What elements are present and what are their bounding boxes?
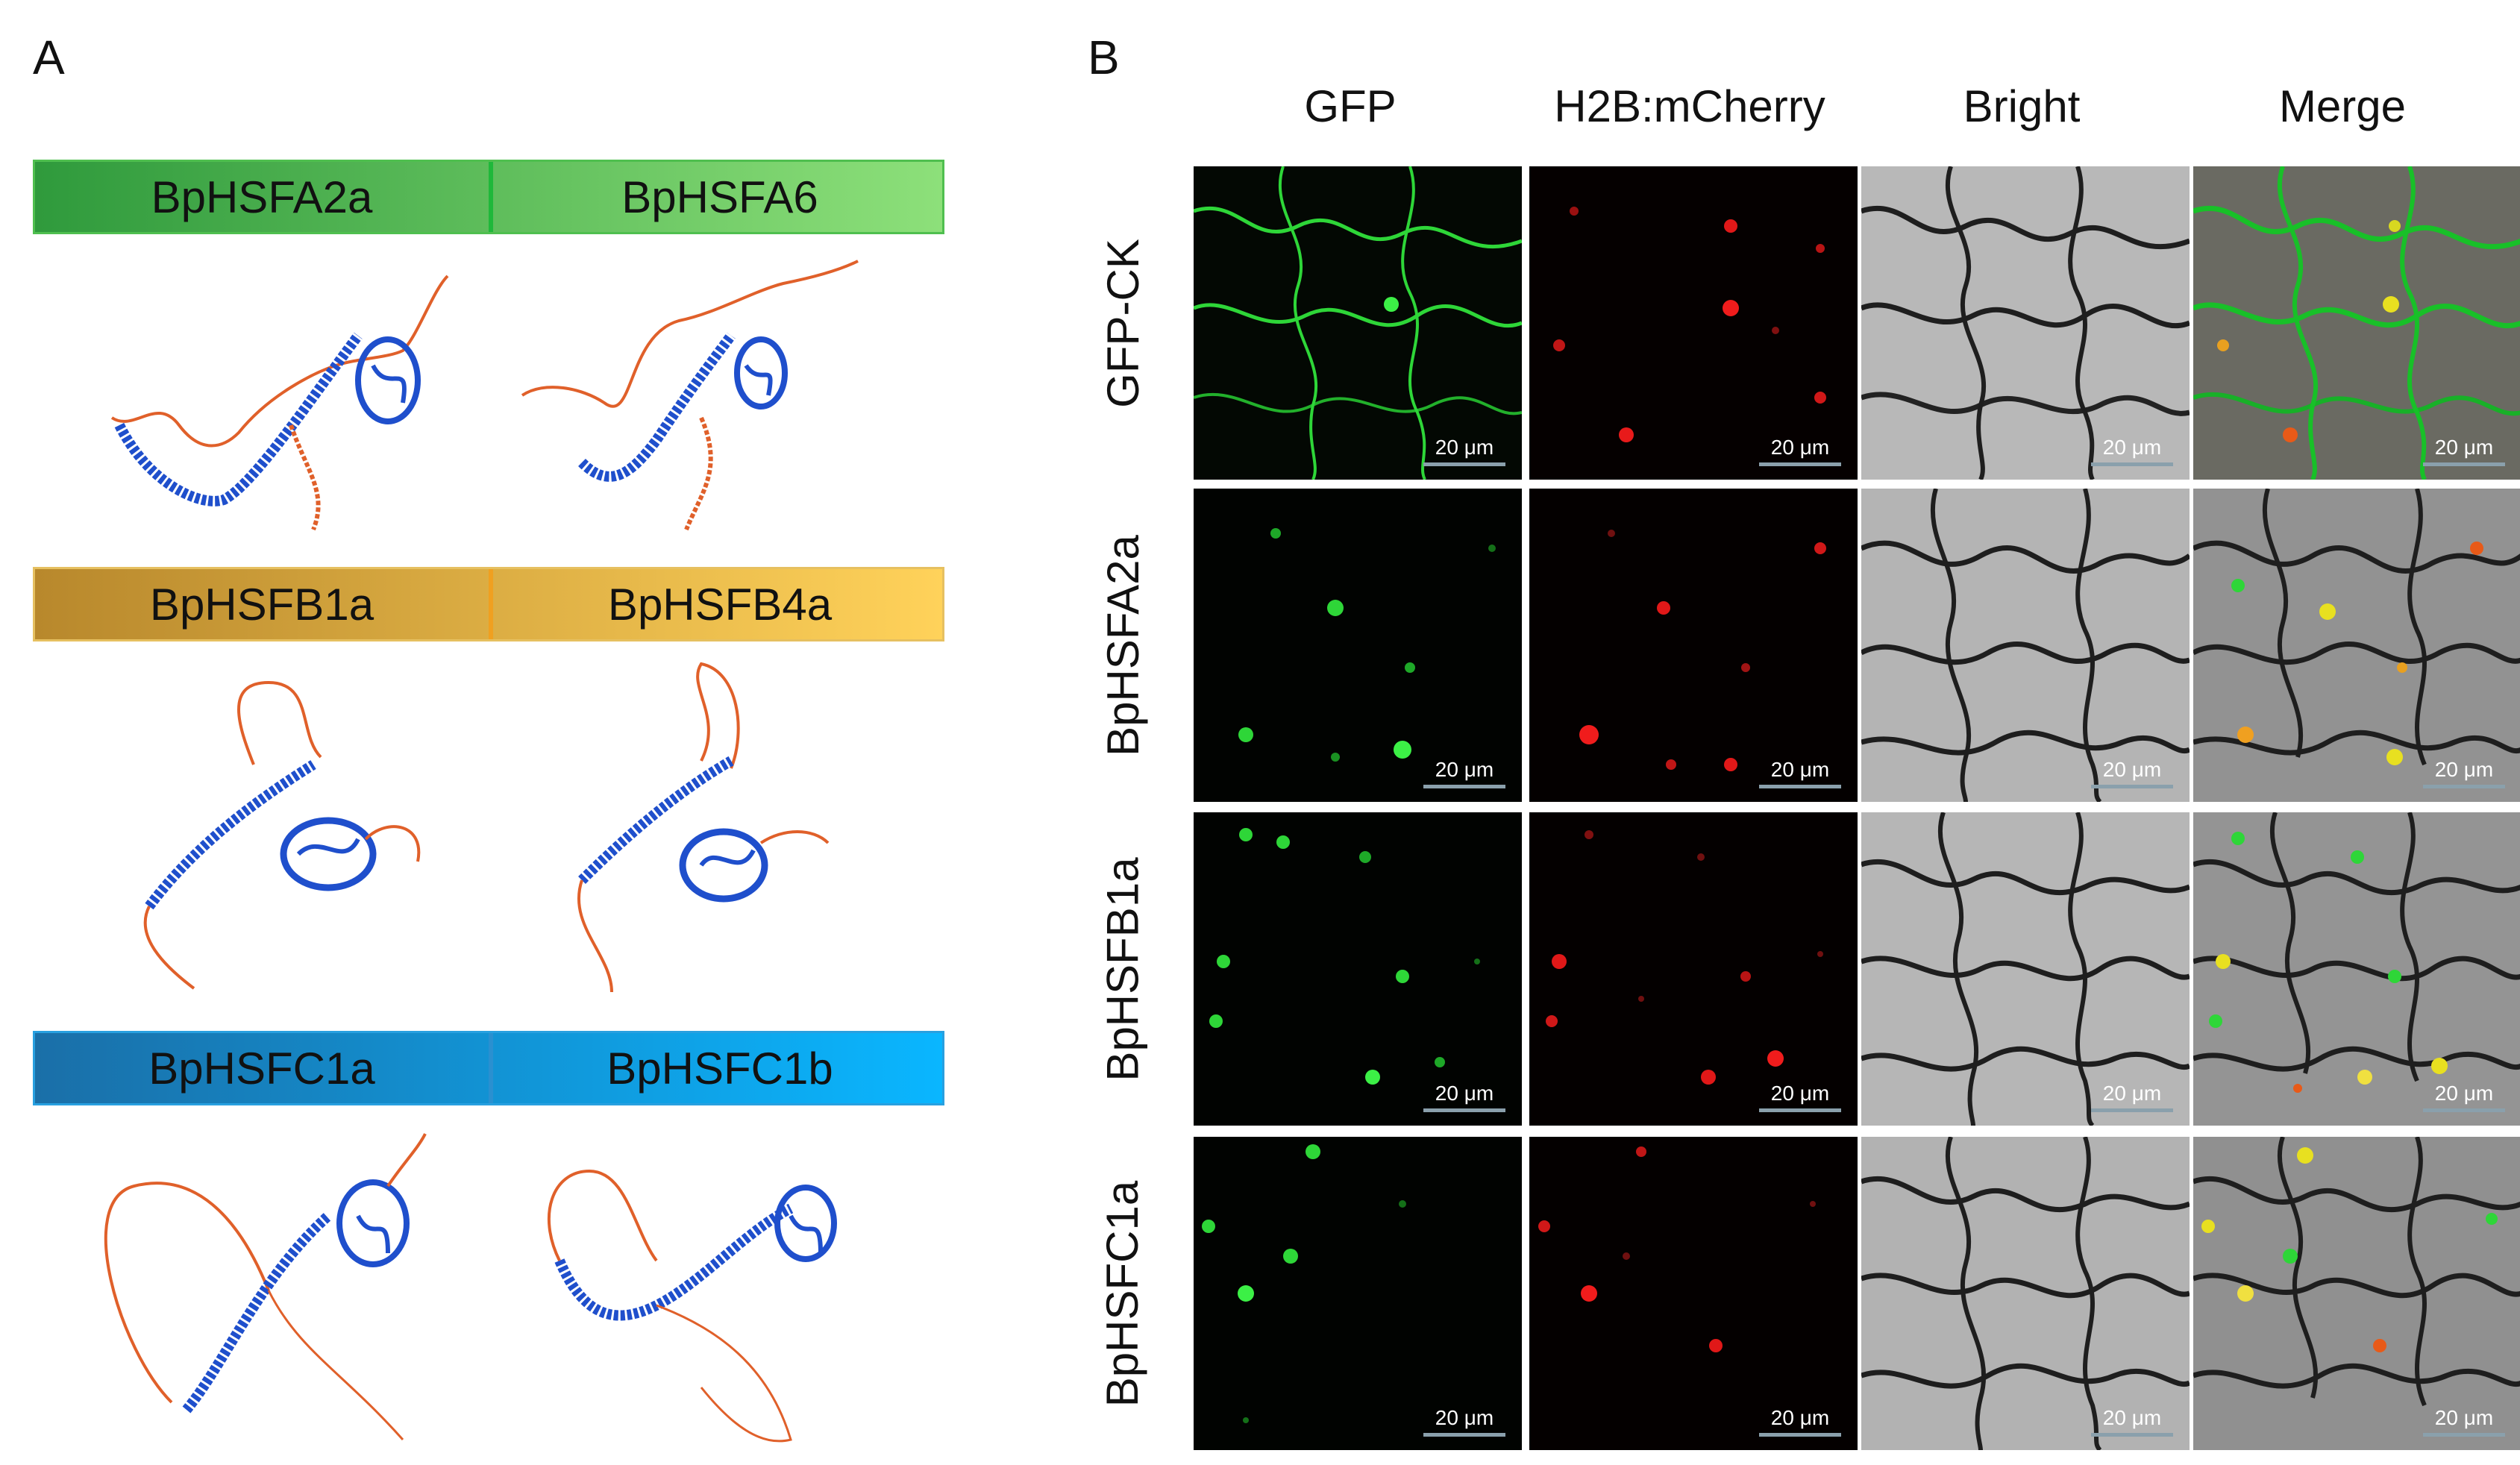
panel-label-a: A	[33, 31, 65, 84]
row-label: BpHSFA2a	[1097, 534, 1148, 756]
scale-bar: 20 μm	[1759, 436, 1841, 466]
scale-bar: 20 μm	[1759, 1406, 1841, 1437]
brightfield-cells	[1861, 166, 2190, 480]
image-gfp-ck-bright: 20 μm	[1861, 166, 2190, 480]
scale-label: 20 μm	[1770, 1082, 1830, 1105]
row-label: BpHSFC1a	[1097, 1180, 1148, 1407]
mcherry-signal	[1546, 830, 1823, 1085]
scale-label: 20 μm	[2434, 1406, 2494, 1429]
merge-overlay	[2193, 166, 2520, 480]
scale-bar: 20 μm	[2091, 1082, 2173, 1112]
scale-label: 20 μm	[2434, 758, 2494, 781]
row-header-bphsfc1a: BpHSFC1a	[1078, 1137, 1167, 1450]
image-bphsfa2a-gfp: 20 μm	[1194, 489, 1522, 802]
merge-overlay	[2193, 812, 2520, 1093]
protein-label: BpHSFA2a	[151, 172, 373, 222]
row-header-bphsfa2a: BpHSFA2a	[1078, 489, 1167, 802]
mcherry-signal	[1553, 207, 1826, 442]
protein-structure-bphsfa2a	[110, 275, 449, 531]
brightfield-cells	[1861, 812, 2190, 1126]
image-gfp-ck-gfp: 20 μm	[1194, 166, 1522, 480]
scale-label: 20 μm	[2102, 1406, 2162, 1429]
scale-label: 20 μm	[2102, 436, 2162, 459]
image-bphsfa2a-merge: 20 μm	[2193, 489, 2520, 802]
image-bphsfc1a-merge: 20 μm	[2193, 1137, 2520, 1450]
gfp-signal	[1202, 1144, 1406, 1423]
column-header-gfp: GFP	[1304, 81, 1397, 131]
panel-label-b: B	[1088, 31, 1120, 84]
protein-label: BpHSFB1a	[149, 579, 374, 630]
row-label: GFP-CK	[1097, 238, 1148, 408]
image-bphsfa2a-mcherry: 20 μm	[1529, 489, 1858, 802]
bar-divider	[489, 162, 493, 232]
brightfield-cells	[1861, 489, 2190, 802]
image-bphsfc1a-bright: 20 μm	[1861, 1137, 2190, 1450]
scale-bar: 20 μm	[1423, 1082, 1505, 1112]
image-bphsfb1a-gfp: 20 μm	[1194, 812, 1522, 1126]
image-bphsfb1a-merge: 20 μm	[2193, 812, 2520, 1126]
scale-label: 20 μm	[1770, 436, 1830, 459]
scale-label: 20 μm	[2102, 758, 2162, 781]
mcherry-signal	[1538, 1146, 1816, 1352]
merge-overlay	[2193, 1137, 2520, 1407]
merge-overlay	[2193, 489, 2520, 766]
image-bphsfc1a-mcherry: 20 μm	[1529, 1137, 1858, 1450]
scale-label: 20 μm	[1435, 1406, 1494, 1429]
scale-bar: 20 μm	[1759, 758, 1841, 788]
scale-label: 20 μm	[1435, 1082, 1494, 1105]
protein-structure-bphsfb4a	[577, 662, 830, 993]
scale-bar: 20 μm	[2423, 758, 2505, 788]
scale-label: 20 μm	[1770, 758, 1830, 781]
scale-bar: 20 μm	[1423, 436, 1505, 466]
scale-bar: 20 μm	[2091, 436, 2173, 466]
protein-structure-bphsfc1a	[104, 1133, 427, 1440]
image-bphsfa2a-bright: 20 μm	[1861, 489, 2190, 802]
brightfield-cells	[1861, 1137, 2190, 1450]
scale-bar: 20 μm	[2423, 1406, 2505, 1437]
scale-bar: 20 μm	[2091, 1406, 2173, 1437]
scale-bar: 20 μm	[1423, 1406, 1505, 1437]
image-gfp-ck-mcherry: 20 μm	[1529, 166, 1858, 480]
scale-label: 20 μm	[1770, 1406, 1830, 1429]
structure-bar-row-3: BpHSFC1a BpHSFC1b	[33, 1031, 944, 1105]
image-bphsfb1a-bright: 20 μm	[1861, 812, 2190, 1126]
scale-bar: 20 μm	[1423, 758, 1505, 788]
protein-structure-bphsfa6	[521, 260, 859, 531]
scale-label: 20 μm	[2434, 1082, 2494, 1105]
structure-bar-row-2: BpHSFB1a BpHSFB4a	[33, 567, 944, 641]
scale-label: 20 μm	[1435, 436, 1494, 459]
protein-structure-bphsfc1b	[548, 1169, 837, 1443]
scale-label: 20 μm	[2102, 1082, 2162, 1105]
scale-label: 20 μm	[1435, 758, 1494, 781]
image-bphsfb1a-mcherry: 20 μm	[1529, 812, 1858, 1126]
gfp-signal	[1194, 166, 1522, 480]
scale-label: 20 μm	[2434, 436, 2494, 459]
protein-label: BpHSFA6	[621, 172, 818, 222]
column-header-merge: Merge	[2278, 81, 2407, 131]
scale-bar: 20 μm	[2091, 758, 2173, 788]
scale-bar: 20 μm	[2423, 436, 2505, 466]
scale-bar: 20 μm	[2423, 1082, 2505, 1112]
bar-divider	[489, 569, 493, 639]
image-gfp-ck-merge: 20 μm	[2193, 166, 2520, 480]
mcherry-signal	[1579, 530, 1826, 771]
scale-bar: 20 μm	[1759, 1082, 1841, 1112]
protein-label: BpHSFC1a	[148, 1043, 375, 1094]
column-header-bright: Bright	[1963, 81, 2081, 131]
column-header-mcherry: H2B:mCherry	[1554, 81, 1825, 131]
gfp-signal	[1238, 528, 1496, 762]
row-label: BpHSFB1a	[1097, 856, 1148, 1082]
protein-label: BpHSFB4a	[607, 579, 833, 630]
structure-bar-row-1: BpHSFA2a BpHSFA6	[33, 160, 944, 234]
row-header-gfp-ck: GFP-CK	[1078, 166, 1167, 480]
protein-structure-bphsfb1a	[143, 680, 421, 990]
bar-divider	[489, 1033, 493, 1103]
image-bphsfc1a-gfp: 20 μm	[1194, 1137, 1522, 1450]
row-header-bphsfb1a: BpHSFB1a	[1078, 812, 1167, 1126]
protein-label: BpHSFC1b	[607, 1043, 833, 1094]
gfp-signal	[1209, 828, 1480, 1085]
